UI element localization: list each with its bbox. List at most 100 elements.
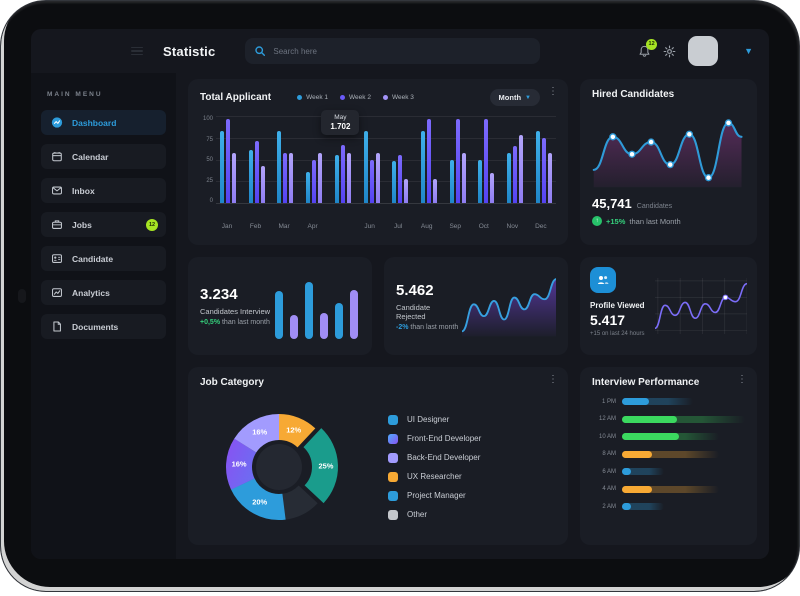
month-filter-dropdown[interactable]: Month ▼ <box>489 89 540 106</box>
search-input[interactable] <box>273 46 531 56</box>
bar-group <box>392 116 409 203</box>
interview-performance-title: Interview Performance <box>592 377 700 388</box>
sidebar-item-label: Candidate <box>72 253 114 264</box>
bar <box>535 130 540 203</box>
job-legend-label: UX Researcher <box>407 472 462 481</box>
performance-row: 2 AM <box>592 503 745 510</box>
y-axis-tick: 75 <box>206 136 213 143</box>
job-legend-label: Front-End Developer <box>407 434 482 443</box>
bar <box>220 130 224 203</box>
user-avatar[interactable] <box>688 36 719 66</box>
performance-bar-trail <box>622 415 745 423</box>
legend-dot-icon <box>382 95 388 100</box>
sidebar-item-dashboard[interactable]: Dashboard <box>41 110 166 135</box>
notifications-button[interactable]: 12 <box>638 38 658 58</box>
legend-swatch-icon <box>388 471 398 482</box>
y-axis-tick: 50 <box>206 157 213 163</box>
hamburger-menu-icon[interactable] <box>131 46 143 56</box>
donut-percent-label: 16% <box>231 459 247 469</box>
candidate-icon <box>51 253 63 265</box>
legend-swatch-icon <box>388 490 398 501</box>
job-legend-label: Project Manager <box>407 491 466 500</box>
rejected-mini-area-chart <box>461 278 556 337</box>
bar <box>513 146 518 203</box>
job-legend-item: Project Manager <box>388 490 481 501</box>
candidates-interview-card: 3.234 Candidates Interview +0,5% than la… <box>188 257 372 355</box>
legend-swatch-icon <box>388 433 398 444</box>
x-axis-label: Feb <box>249 223 262 230</box>
legend-item: Week 2 <box>340 94 371 101</box>
performance-bar-trail <box>622 468 664 475</box>
sidebar-item-calendar[interactable]: Calendar <box>41 144 166 169</box>
bar <box>547 153 552 203</box>
job-category-kebab-menu[interactable]: ⋮ <box>548 374 558 385</box>
bar <box>312 159 317 203</box>
performance-bar <box>622 415 745 423</box>
sidebar-item-documents[interactable]: Documents <box>41 314 166 339</box>
job-legend-label: UI Designer <box>407 415 450 424</box>
header: Statistic 12 <box>31 29 769 73</box>
bar-group <box>421 116 438 203</box>
settings-gear-icon[interactable] <box>663 45 676 58</box>
performance-bar-value <box>622 468 631 475</box>
mini-bar <box>290 315 298 339</box>
bar <box>433 178 438 203</box>
search-bar[interactable] <box>245 38 541 64</box>
interview-performance-kebab-menu[interactable]: ⋮ <box>737 374 747 385</box>
total-applicant-kebab-menu[interactable]: ⋮ <box>548 86 558 97</box>
legend-swatch-icon <box>388 509 398 520</box>
time-label: 4 AM <box>602 486 616 492</box>
bar <box>421 130 426 203</box>
profile-viewed-card: Profile Viewed 5.417 +15 on last 24 hour… <box>580 257 757 355</box>
mini-bar <box>335 303 343 339</box>
bar <box>398 155 403 203</box>
performance-row: 1 PM <box>592 398 745 405</box>
performance-row: 6 AM <box>592 468 745 475</box>
sidebar-item-inbox[interactable]: Inbox <box>41 178 166 203</box>
rejected-label: Candidate Rejected <box>396 302 431 321</box>
mini-bar <box>350 290 358 339</box>
bar <box>541 137 546 203</box>
performance-bar-trail <box>622 398 694 405</box>
rejected-delta: -2% <box>396 323 409 331</box>
sidebar-item-jobs[interactable]: Jobs 12 <box>41 212 166 237</box>
bar <box>375 153 380 203</box>
job-category-title: Job Category <box>200 377 264 388</box>
sidebar-item-analytics[interactable]: Analytics <box>41 280 166 305</box>
sidebar-section-label: MAIN MENU <box>47 91 103 98</box>
job-legend-item: Back-End Developer <box>388 452 481 463</box>
donut-percent-label: 25% <box>318 461 334 471</box>
performance-row: 12 AM <box>592 415 745 423</box>
sidebar-item-candidate[interactable]: Candidate <box>41 246 166 271</box>
bar <box>455 119 460 203</box>
user-menu-chevron-down-icon[interactable]: ▼ <box>744 46 753 56</box>
bar-group <box>306 116 323 203</box>
bar <box>318 153 323 203</box>
sidebar-item-label: Dashboard <box>72 117 117 128</box>
performance-bar <box>622 485 745 493</box>
legend-dot-icon <box>297 95 303 100</box>
donut-percent-label: 16% <box>252 427 268 437</box>
time-label: 1 PM <box>601 398 616 405</box>
bar-group <box>478 116 495 203</box>
hired-value: 45,741 <box>592 196 632 211</box>
bar <box>519 135 524 203</box>
performance-bar-value <box>622 503 631 510</box>
jobs-icon <box>51 219 63 231</box>
job-category-card: Job Category ⋮ <box>188 367 568 545</box>
bar <box>289 153 294 203</box>
sidebar-item-label: Calendar <box>72 151 109 162</box>
sidebar: MAIN MENU Dashboard Calendar Inbox Jobs 12 Ca… <box>31 73 176 559</box>
hired-candidates-card: Hired Candidates 45,741 Candida <box>580 79 757 245</box>
sidebar-item-label: Analytics <box>72 287 110 298</box>
time-label: 2 AM <box>602 503 616 510</box>
job-legend-label: Other <box>407 510 428 519</box>
job-legend-item: Front-End Developer <box>388 433 482 444</box>
x-axis-label: Jun <box>364 223 375 230</box>
bar <box>369 159 374 203</box>
x-axis-label: Aug <box>420 223 433 230</box>
bar <box>277 130 282 203</box>
inbox-icon <box>51 185 63 197</box>
donut-percent-label: 20% <box>252 497 268 507</box>
x-axis-label: Oct <box>478 223 489 230</box>
